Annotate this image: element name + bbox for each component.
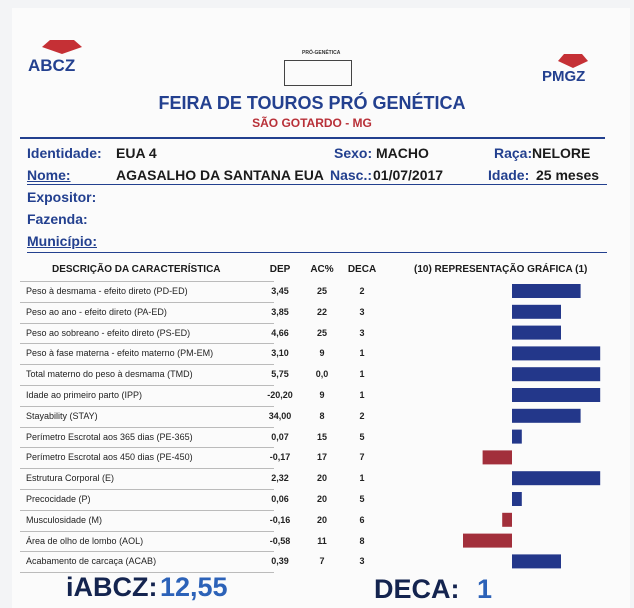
deca-bar [502, 513, 512, 527]
page: ABCZ PRÓ-GENÉTICA PMGZ FEIRA DE TOUROS P… [0, 0, 634, 608]
deca-bar [483, 450, 512, 464]
deca-bar [512, 471, 600, 485]
iabcz-value: 12,55 [160, 572, 228, 603]
deca-bar [463, 534, 512, 548]
deca-bar [512, 346, 600, 360]
deca-bar [512, 326, 561, 340]
deca-bar [512, 305, 561, 319]
graph [12, 8, 630, 608]
deca-bar [512, 409, 581, 423]
deca-bar [512, 367, 600, 381]
deca-bar [512, 284, 581, 298]
board: ABCZ PRÓ-GENÉTICA PMGZ FEIRA DE TOUROS P… [12, 8, 630, 608]
iabcz-label: iABCZ: [66, 572, 157, 603]
deca-bar [512, 430, 522, 444]
deca-bar [512, 492, 522, 506]
deca-value: 1 [477, 574, 492, 605]
deca-bar [512, 388, 600, 402]
deca-bar [512, 554, 561, 568]
deca-label: DECA: [374, 574, 460, 605]
